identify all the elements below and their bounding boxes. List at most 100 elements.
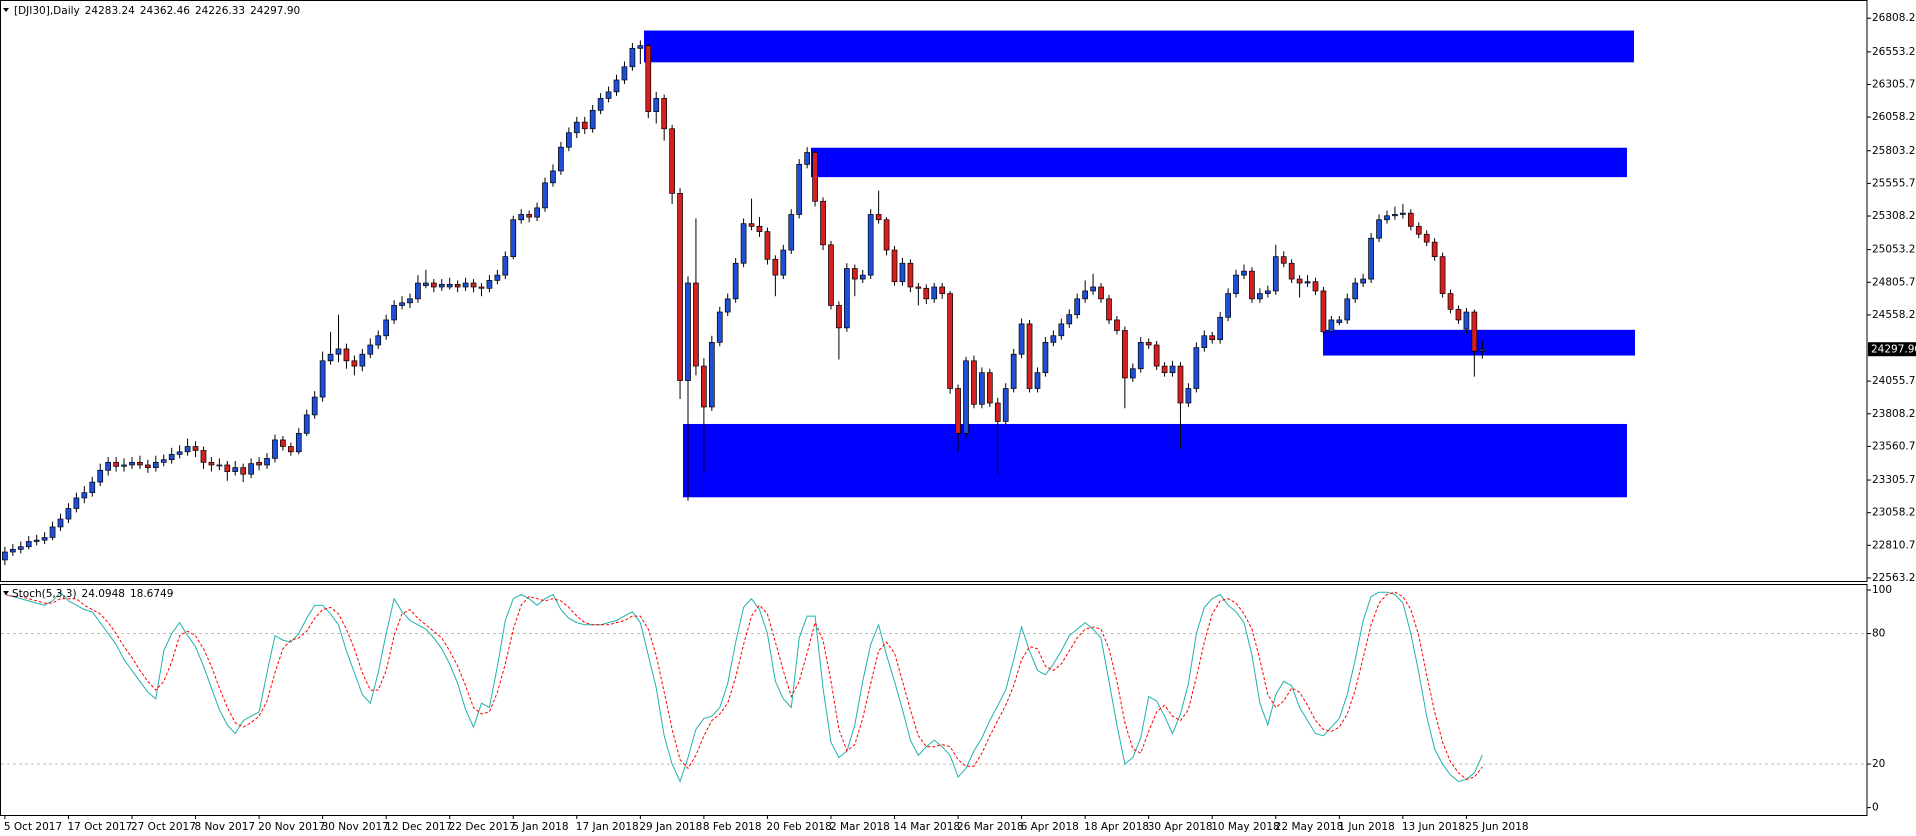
candle-body — [25, 541, 32, 548]
candle-body — [168, 454, 175, 461]
panel-header: [DJI30],Daily 24283.24 24362.46 24226.33 242… — [14, 5, 300, 17]
y-tick-label: 23058.20 — [1872, 507, 1916, 519]
candle-body — [1177, 365, 1184, 404]
y-tick-label: 24055.70 — [1872, 375, 1916, 387]
y-tick-label: 0 — [1872, 802, 1879, 814]
candle-body — [1471, 311, 1478, 352]
candle-body — [73, 497, 80, 509]
candle-body — [145, 464, 151, 468]
last-price-tag — [1868, 342, 1916, 357]
header-value: 24226.33 — [195, 5, 245, 17]
candle-body — [383, 319, 390, 337]
x-tick-label: 30 Apr 2018 — [1148, 821, 1213, 833]
candle-body — [653, 98, 660, 112]
candle-body — [923, 287, 930, 300]
candle-body — [1217, 316, 1224, 341]
header-value: 24362.46 — [140, 5, 190, 17]
candle-body — [1264, 290, 1271, 294]
candle-body — [391, 305, 397, 321]
candle-body — [939, 286, 946, 294]
candle-body — [859, 274, 866, 280]
candle-body — [81, 492, 88, 499]
candle-body — [1257, 293, 1263, 300]
x-tick-label: 27 Oct 2017 — [131, 821, 196, 833]
x-tick-label: 2 Mar 2018 — [830, 821, 890, 833]
candle-body — [351, 360, 358, 367]
y-tick-label: 24558.20 — [1872, 309, 1916, 321]
candle-body — [756, 225, 763, 232]
x-tick-label: 12 Dec 2017 — [385, 821, 452, 833]
candle-body — [510, 219, 517, 258]
candle-body — [1145, 342, 1152, 346]
candle-body — [65, 508, 72, 520]
candle-body — [1090, 286, 1096, 292]
candle-body — [1423, 233, 1430, 243]
candle-body — [1122, 330, 1128, 379]
candle-body — [208, 461, 215, 466]
candle-body — [438, 283, 445, 288]
candle-body — [1066, 314, 1073, 325]
candle-body — [550, 170, 556, 184]
candle-body — [494, 274, 501, 281]
candle-body — [986, 372, 993, 404]
y-tick-label: 26808.20 — [1872, 12, 1916, 24]
candle-body — [955, 388, 961, 434]
candle-body — [1336, 319, 1343, 323]
candle-body — [915, 286, 922, 289]
y-tick-label: 22563.20 — [1872, 572, 1916, 584]
y-tick-label: 24805.70 — [1872, 276, 1916, 288]
y-tick-label: 25803.20 — [1872, 145, 1916, 157]
header-value: 18.6749 — [130, 588, 173, 600]
candle-body — [669, 128, 675, 194]
zone — [683, 423, 1627, 498]
candle-body — [367, 344, 374, 355]
candle-body — [33, 539, 40, 542]
candle-body — [677, 193, 683, 381]
candle-body — [1153, 344, 1160, 367]
candle-body — [224, 464, 231, 472]
candle-body — [1018, 323, 1025, 355]
candle-body — [1106, 298, 1112, 321]
stoch-panel-frame — [0, 584, 1868, 816]
candle-body — [1050, 335, 1057, 343]
candle-body — [327, 353, 334, 362]
y-tick-label: 23560.70 — [1872, 440, 1916, 452]
candle-body — [264, 458, 270, 466]
x-tick-label: 22 May 2018 — [1275, 821, 1343, 833]
candle-body — [788, 214, 795, 251]
candle-body — [200, 450, 207, 463]
candle-body — [851, 268, 858, 280]
zone — [644, 30, 1634, 63]
zone — [1323, 329, 1635, 356]
candle-body — [1010, 353, 1017, 389]
panel-title: [DJI30],Daily — [14, 5, 80, 17]
candle-body — [693, 282, 699, 367]
candle-body — [994, 402, 1001, 422]
candle-body — [708, 342, 715, 408]
y-tick-label: 26305.70 — [1872, 78, 1916, 90]
candle-body — [1082, 290, 1088, 300]
y-tick-label: 100 — [1872, 584, 1892, 596]
candle-body — [589, 109, 596, 130]
menu-arrow[interactable] — [3, 8, 9, 12]
candle-body — [359, 353, 366, 367]
candle-body — [581, 121, 588, 130]
candle-body — [1352, 282, 1359, 300]
candle-body — [1439, 256, 1446, 294]
candle-body — [740, 223, 747, 264]
candle-body — [287, 446, 294, 453]
candle-body — [748, 223, 755, 227]
y-tick-label: 26058.20 — [1872, 111, 1916, 123]
candle-body — [724, 298, 731, 313]
candle-body — [875, 214, 882, 221]
menu-arrow[interactable] — [3, 591, 9, 595]
candle-body — [240, 467, 247, 475]
x-tick-label: 30 Nov 2017 — [322, 821, 389, 833]
candle-body — [137, 461, 143, 466]
candle-body — [963, 360, 969, 434]
candle-body — [176, 451, 183, 455]
candle-body — [399, 302, 405, 306]
candle-body — [573, 121, 580, 134]
x-tick-label: 10 May 2018 — [1211, 821, 1279, 833]
candle-body — [1161, 365, 1168, 374]
